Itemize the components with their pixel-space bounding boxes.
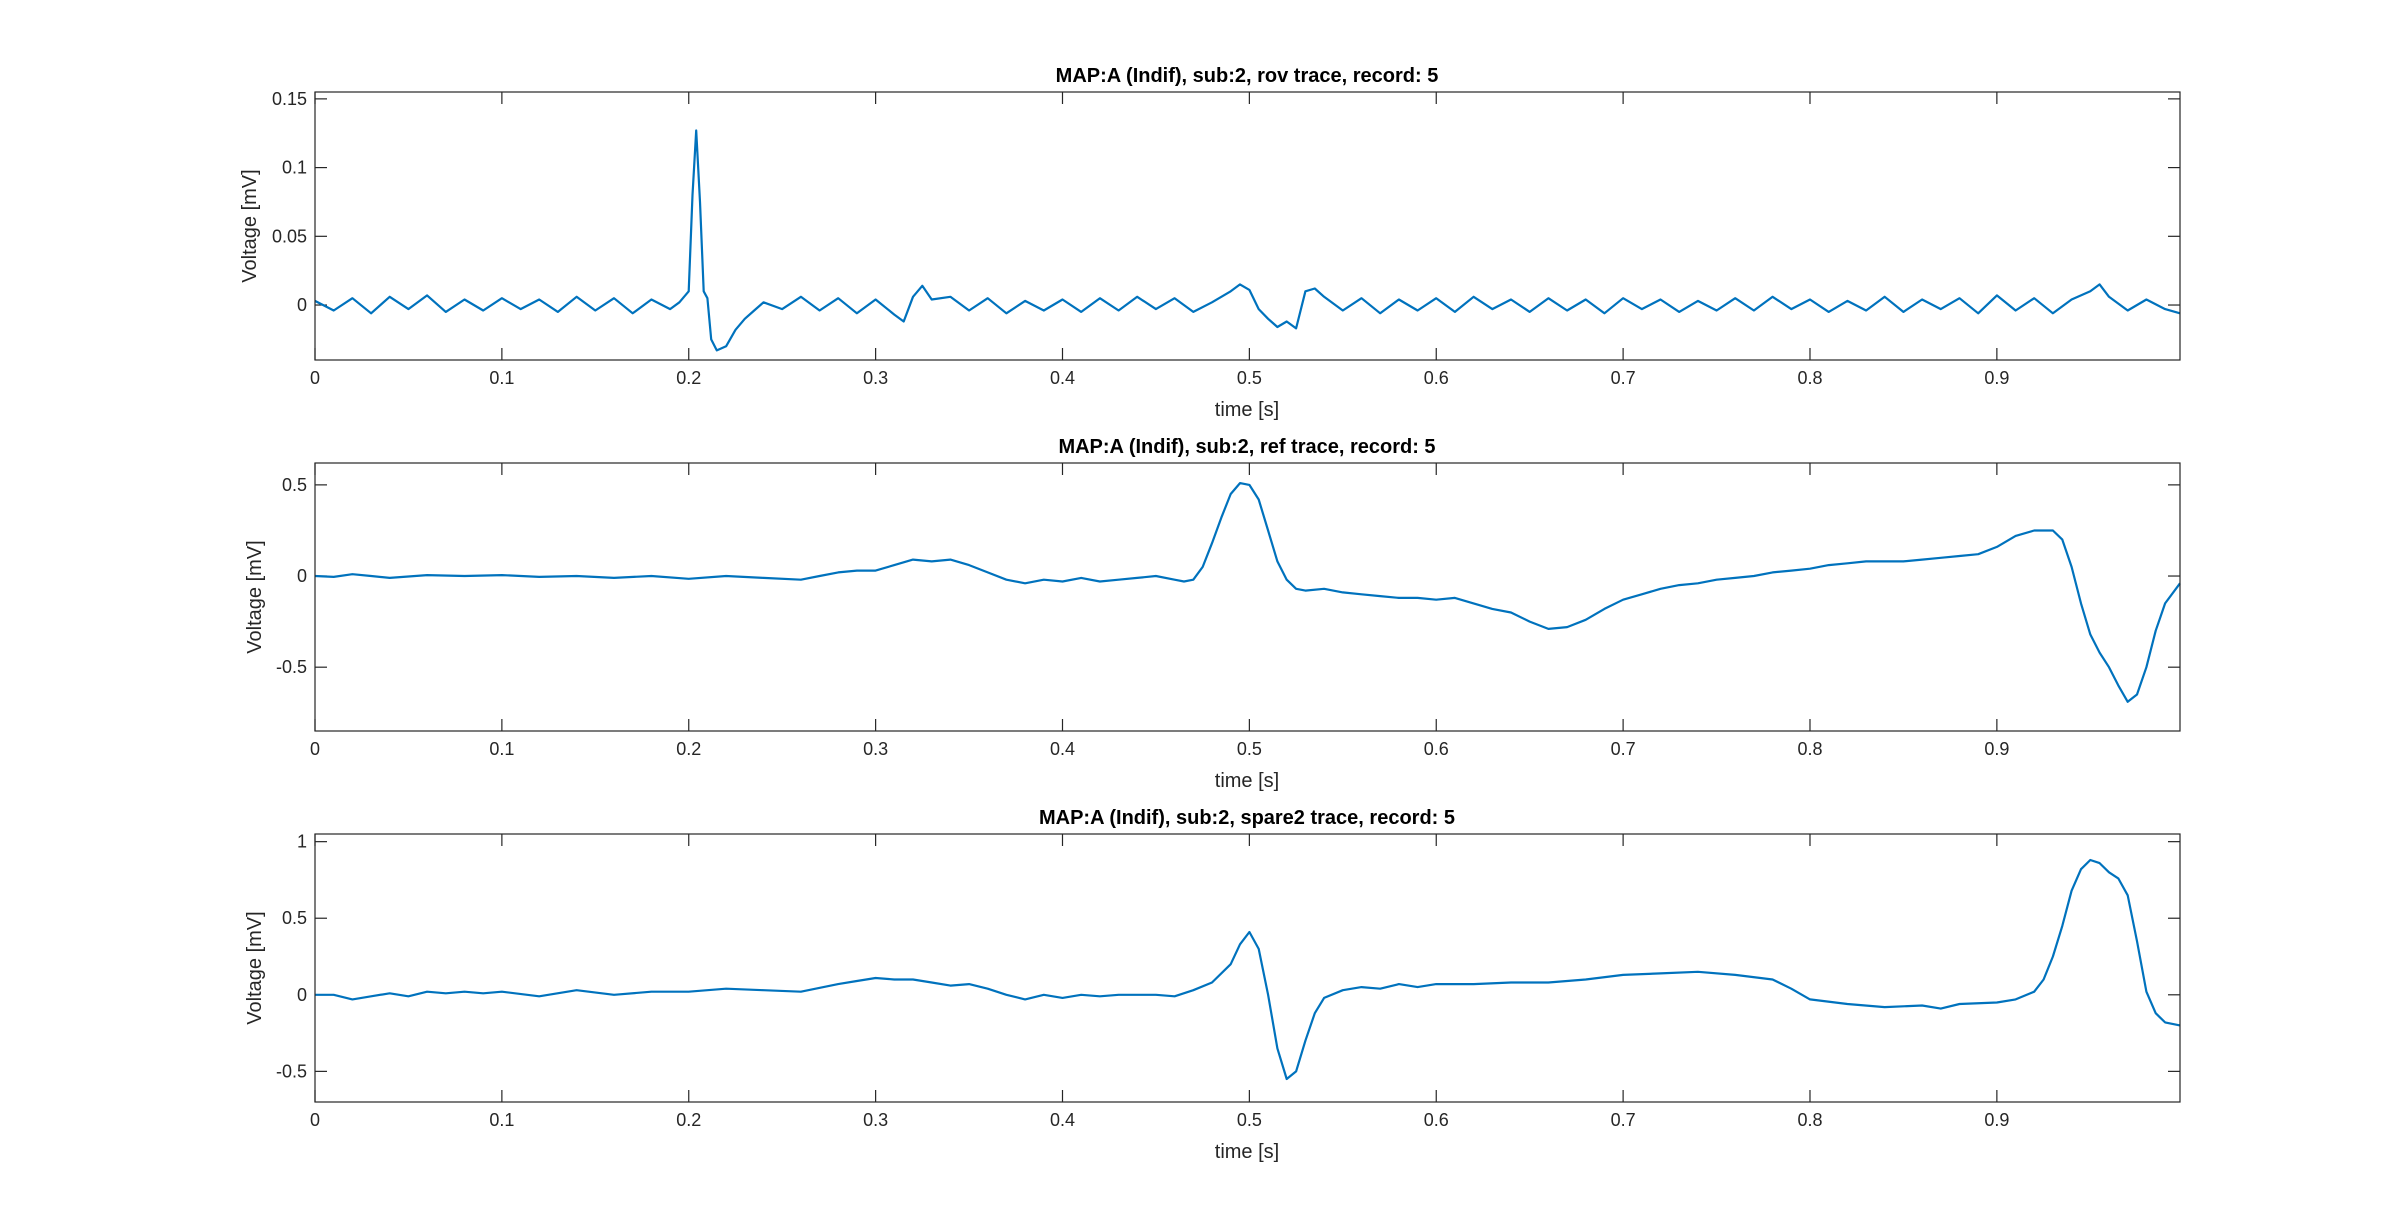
subplot-rov-xlabel: time [s] xyxy=(1215,399,1279,421)
subplot-spare2-ytick-label: 0.5 xyxy=(282,908,307,928)
subplot-ref: MAP:A (Indif), sub:2, ref trace, record:… xyxy=(244,436,2181,792)
subplot-rov-xtick-label: 0.5 xyxy=(1237,368,1262,388)
subplot-rov-xtick-label: 0.3 xyxy=(863,368,888,388)
subplot-ref-xtick-label: 0.1 xyxy=(489,739,514,759)
subplot-ref-series-line xyxy=(314,482,2181,703)
subplot-ref-xtick-label: 0.2 xyxy=(676,739,701,759)
subplot-ref-xtick-label: 0.9 xyxy=(1984,739,2009,759)
subplot-ref-ytick-label: 0 xyxy=(297,566,307,586)
subplot-spare2: MAP:A (Indif), sub:2, spare2 trace, reco… xyxy=(244,807,2181,1163)
subplot-spare2-xtick-label: 0.1 xyxy=(489,1110,514,1130)
subplot-rov-series-line xyxy=(314,129,2181,352)
subplot-ref-xtick-label: 0.7 xyxy=(1611,739,1636,759)
subplot-spare2-xtick-label: 0.2 xyxy=(676,1110,701,1130)
subplot-ref-xtick-label: 0.8 xyxy=(1797,739,1822,759)
subplot-spare2-xtick-label: 0 xyxy=(310,1110,320,1130)
subplot-rov: MAP:A (Indif), sub:2, rov trace, record:… xyxy=(239,65,2181,421)
subplot-spare2-xtick-label: 0.8 xyxy=(1797,1110,1822,1130)
subplot-rov-xtick-label: 0.8 xyxy=(1797,368,1822,388)
subplot-spare2-ticks: 0 0.1 0.2 0.3 0.4 0.5 0.6 0.7 0.8 0.9 -0.5 0 0.5 1 xyxy=(276,832,2180,1130)
subplot-ref-title: MAP:A (Indif), sub:2, ref trace, record:… xyxy=(1058,436,1435,458)
subplot-ref-xlabel: time [s] xyxy=(1215,770,1279,792)
subplot-rov-ticks: 0 0.1 0.2 0.3 0.4 0.5 0.6 0.7 0.8 0.9 0 0.05 0.1 0.15 xyxy=(272,89,2180,388)
subplot-rov-xtick-label: 0 xyxy=(310,368,320,388)
subplot-spare2-xtick-label: 0.3 xyxy=(863,1110,888,1130)
subplot-spare2-ytick-label: 1 xyxy=(297,832,307,852)
subplot-rov-ytick-label: 0.15 xyxy=(272,89,307,109)
subplot-rov-xtick-label: 0.7 xyxy=(1611,368,1636,388)
subplot-ref-ytick-label: -0.5 xyxy=(276,657,307,677)
subplot-ref-ylabel: Voltage [mV] xyxy=(244,540,266,653)
subplot-spare2-xlabel: time [s] xyxy=(1215,1141,1279,1163)
subplot-ref-xtick-label: 0.3 xyxy=(863,739,888,759)
subplot-rov-axes-box xyxy=(314,91,2181,361)
subplot-rov-xtick-label: 0.6 xyxy=(1424,368,1449,388)
subplot-rov-title: MAP:A (Indif), sub:2, rov trace, record:… xyxy=(1056,65,1439,87)
subplot-rov-xtick-label: 0.4 xyxy=(1050,368,1075,388)
subplot-ref-ytick-label: 0.5 xyxy=(282,475,307,495)
subplot-rov-xtick-label: 0.9 xyxy=(1984,368,2009,388)
subplot-spare2-ylabel: Voltage [mV] xyxy=(244,911,266,1024)
subplot-spare2-xtick-label: 0.5 xyxy=(1237,1110,1262,1130)
subplot-rov-ytick-label: 0.1 xyxy=(282,158,307,178)
subplot-ref-axes-box xyxy=(314,462,2181,732)
subplot-rov-ytick-label: 0.05 xyxy=(272,226,307,246)
subplot-spare2-xtick-label: 0.4 xyxy=(1050,1110,1075,1130)
subplot-rov-ylabel: Voltage [mV] xyxy=(239,169,261,282)
subplot-spare2-series-line xyxy=(315,858,2181,1081)
subplot-spare2-xtick-label: 0.6 xyxy=(1424,1110,1449,1130)
subplot-spare2-axes-box xyxy=(314,833,2181,1103)
subplot-ref-xtick-label: 0.5 xyxy=(1237,739,1262,759)
subplot-spare2-title: MAP:A (Indif), sub:2, spare2 trace, reco… xyxy=(1039,807,1455,829)
subplot-spare2-xtick-label: 0.7 xyxy=(1611,1110,1636,1130)
subplot-spare2-ytick-label: -0.5 xyxy=(276,1061,307,1081)
subplot-ref-xtick-label: 0.4 xyxy=(1050,739,1075,759)
subplot-ref-ticks: 0 0.1 0.2 0.3 0.4 0.5 0.6 0.7 0.8 0.9 -0.5 0 0.5 xyxy=(276,463,2180,759)
subplot-rov-xtick-label: 0.1 xyxy=(489,368,514,388)
subplot-spare2-xtick-label: 0.9 xyxy=(1984,1110,2009,1130)
subplot-ref-xtick-label: 0.6 xyxy=(1424,739,1449,759)
subplot-rov-xtick-label: 0.2 xyxy=(676,368,701,388)
subplot-ref-xtick-label: 0 xyxy=(310,739,320,759)
subplot-rov-ytick-label: 0 xyxy=(297,295,307,315)
subplot-spare2-ytick-label: 0 xyxy=(297,985,307,1005)
